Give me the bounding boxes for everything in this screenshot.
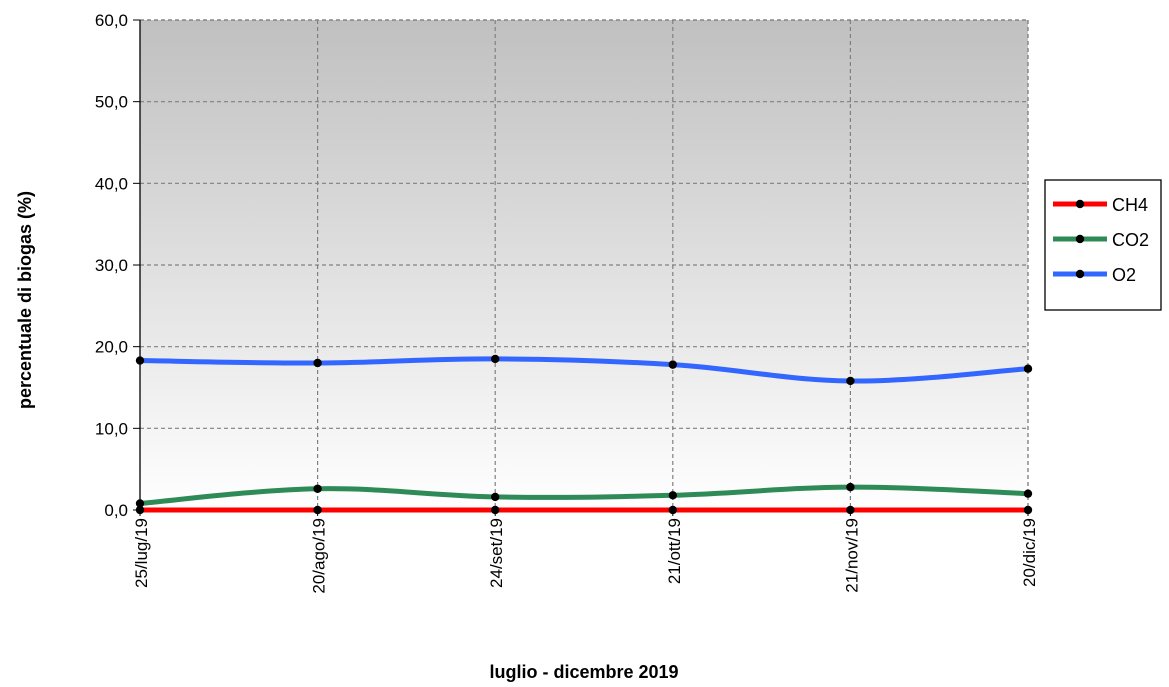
x-tick-label: 24/set/19 [487, 518, 506, 588]
y-tick-label: 30,0 [95, 256, 128, 275]
legend-label-co2: CO2 [1112, 230, 1149, 250]
y-tick-labels: 0,0 10,0 20,0 30,0 40,0 50,0 60,0 [95, 11, 128, 520]
data-point-ch4 [668, 505, 677, 515]
series-lines [135, 354, 1033, 515]
y-axis-title: percentuale di biogas (%) [15, 191, 35, 409]
data-point-o2 [668, 360, 677, 369]
x-tick-label: 25/lug/19 [132, 518, 151, 588]
data-point-ch4 [491, 505, 500, 515]
y-tick-label: 40,0 [95, 174, 128, 193]
data-point-o2 [1023, 364, 1033, 373]
x-tick-label: 21/nov/19 [842, 518, 861, 593]
legend-label-o2: O2 [1112, 265, 1136, 285]
data-point-o2 [313, 358, 322, 368]
data-point-co2 [1023, 489, 1033, 498]
data-point-co2 [491, 492, 500, 502]
x-tick-label: 21/ott/19 [665, 518, 684, 584]
data-point-co2 [135, 499, 145, 508]
legend: CH4 CO2 O2 [1044, 179, 1162, 311]
x-axis-title: luglio - dicembre 2019 [489, 662, 678, 682]
data-point-ch4 [135, 505, 145, 515]
data-point-co2 [313, 484, 322, 493]
y-tick-label: 0,0 [104, 501, 128, 520]
data-point-o2 [491, 354, 500, 364]
legend-label-ch4: CH4 [1112, 195, 1148, 215]
series-line-co2 [137, 484, 1031, 506]
data-point-co2 [668, 491, 677, 500]
x-tick-labels: 25/lug/19 20/ago/19 24/set/19 21/ott/19 21/n… [132, 518, 1039, 594]
data-point-ch4 [846, 505, 855, 515]
x-tick-label: 20/ago/19 [310, 518, 329, 594]
data-point-o2 [846, 376, 855, 386]
y-tick-label: 10,0 [95, 419, 128, 438]
data-point-ch4 [1023, 505, 1033, 515]
series-line-o2 [137, 356, 1031, 384]
data-point-co2 [846, 482, 855, 492]
y-tick-label: 50,0 [95, 93, 128, 112]
legend-marker-ch4 [1075, 199, 1085, 209]
legend-marker-co2 [1075, 234, 1085, 244]
y-tick-label: 20,0 [95, 338, 128, 357]
gridlines [140, 19, 1029, 510]
data-point-ch4 [313, 505, 322, 515]
y-tick-label: 60,0 [95, 11, 128, 30]
legend-marker-o2 [1075, 269, 1085, 279]
data-point-o2 [135, 356, 145, 365]
x-tick-label: 20/dic/19 [1020, 518, 1039, 587]
